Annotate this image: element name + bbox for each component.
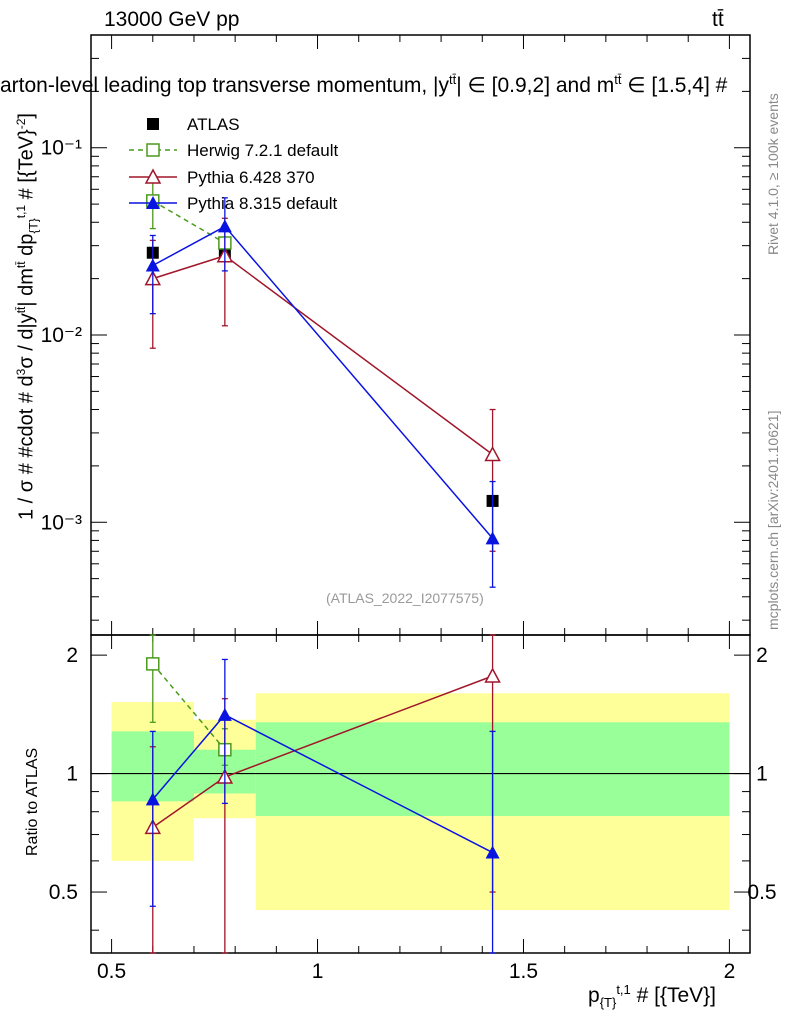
ratio-frame bbox=[90, 634, 751, 954]
legend-marker-2 bbox=[144, 168, 162, 184]
rtick-label-right-2: 2 bbox=[756, 644, 768, 667]
energy-label: 13000 GeV pp bbox=[104, 8, 240, 31]
plot-title-part3: ∈ [1.5,4] # bbox=[621, 74, 728, 97]
plot-title-part1: arton-level leading top transverse momen… bbox=[0, 74, 449, 97]
ytick-label-0: 10⁻³ bbox=[41, 511, 82, 534]
rtick-label-right-1: 1 bbox=[756, 763, 768, 786]
legend-marker-3 bbox=[146, 196, 160, 209]
rtick-label-left-1: 1 bbox=[66, 763, 78, 786]
rtick-label-left-0: 0.5 bbox=[49, 881, 78, 904]
xtick-label-2: 1.5 bbox=[509, 960, 538, 983]
ratio-point-pythia6-2 bbox=[484, 667, 501, 683]
legend-marker-0 bbox=[147, 118, 159, 130]
legend-label-3: Pythia 8.315 default bbox=[187, 194, 338, 213]
analysis-id: (ATLAS_2022_I2077575) bbox=[326, 590, 484, 606]
mcplots-label: mcplots.cern.ch [arXiv:2401.10621] bbox=[765, 410, 781, 630]
xtick-label-1: 1 bbox=[312, 960, 324, 983]
plot-title: arton-level leading top transverse momen… bbox=[0, 72, 727, 98]
main-point-pythia6-2 bbox=[484, 445, 501, 462]
xtick-label-0: 0.5 bbox=[97, 960, 126, 983]
ratio-point-pythia8-0 bbox=[145, 792, 160, 806]
legend-label-0: ATLAS bbox=[187, 115, 240, 134]
main-point-pythia8-2 bbox=[485, 531, 500, 545]
rtick-label-right-0: 0.5 bbox=[747, 881, 776, 904]
plot-title-sup1: tt̄ bbox=[449, 72, 457, 87]
ratio-ylabel: Ratio to ATLAS bbox=[24, 747, 41, 856]
ratio-point-pythia8-1 bbox=[217, 707, 232, 721]
ratio-point-pythia8-2 bbox=[485, 845, 500, 859]
plot-title-part2: | ∈ [0.9,2] and m bbox=[456, 74, 615, 97]
rtick-label-left-2: 2 bbox=[66, 644, 78, 667]
legend-label-1: Herwig 7.2.1 default bbox=[187, 141, 338, 160]
xtick-label-3: 2 bbox=[724, 960, 736, 983]
main-line-pythia6 bbox=[152, 254, 494, 456]
plot-title-sup2: tt̄ bbox=[614, 72, 622, 87]
process-label: tt̄ bbox=[712, 8, 724, 31]
xlabel: p{T}t,1 # [{TeV}] bbox=[588, 982, 717, 1011]
legend-marker-1 bbox=[146, 143, 160, 157]
ratio-point-herwig-0 bbox=[146, 657, 160, 671]
main-point-pythia8-0 bbox=[145, 258, 160, 272]
legend-label-2: Pythia 6.428 370 bbox=[187, 168, 315, 187]
ytick-label-1: 10⁻² bbox=[41, 324, 82, 347]
main-point-pythia8-1 bbox=[217, 219, 232, 233]
rivet-label: Rivet 4.1.0, ≥ 100k events bbox=[765, 93, 781, 255]
main-line-herwig bbox=[152, 200, 226, 244]
ytick-label-2: 10⁻¹ bbox=[41, 137, 82, 160]
main-ylabel: 1 / σ # #cdot # d3σ / d|ytt̄| dmtt̄ dp{T… bbox=[14, 113, 41, 520]
main-line-pythia8 bbox=[152, 225, 494, 539]
ratio-line-herwig bbox=[152, 663, 226, 751]
